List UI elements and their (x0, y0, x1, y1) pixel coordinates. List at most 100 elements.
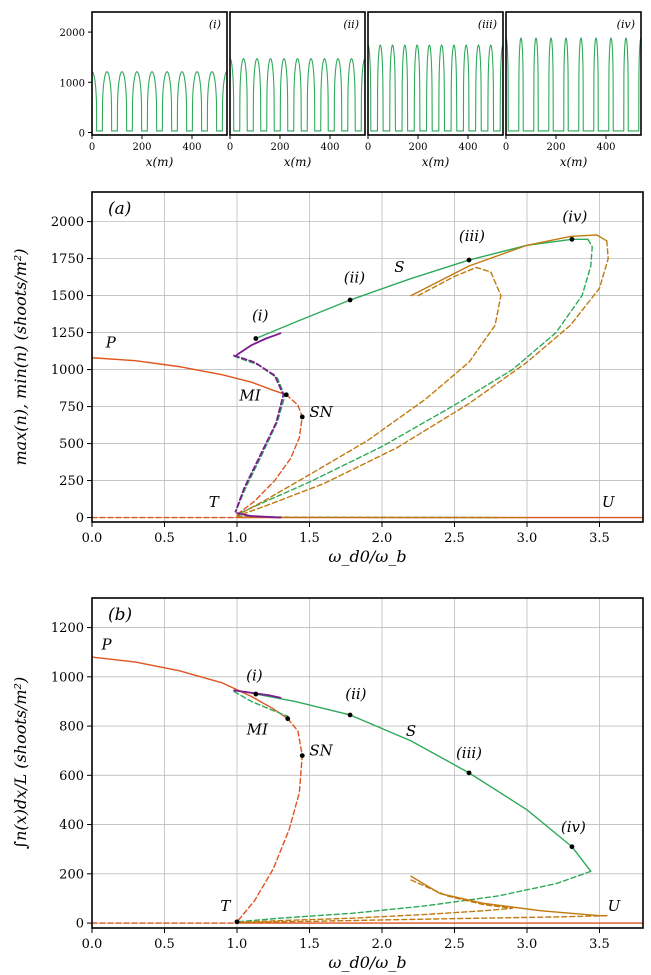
series-MI-solid-10 (233, 689, 282, 699)
x-axis-label: x(m) (422, 155, 450, 169)
x-tick-label: 3.0 (517, 531, 538, 546)
curve-label: P (100, 636, 112, 654)
marker-point-2 (466, 770, 472, 776)
x-tick-label: 0 (503, 142, 509, 153)
panel-tag: (a) (108, 199, 131, 219)
x-tick-label: 0 (227, 142, 233, 153)
x-tick-label: 400 (458, 142, 477, 153)
panel-tag: (iii) (478, 18, 497, 31)
panel-tag: (i) (209, 18, 221, 31)
x-axis-label: x(m) (560, 155, 588, 169)
y-tick-label: 1200 (51, 621, 84, 636)
x-tick-label: 3.5 (589, 531, 610, 546)
x-tick-label: 0.0 (82, 531, 103, 546)
profile-panel-1: (i) 0 200 400 x(m) 0 1000 2000 (60, 11, 228, 169)
y-tick-label: 500 (59, 437, 84, 452)
series-T-dashed-8 (236, 914, 608, 924)
panel-frame (91, 597, 644, 929)
y-tick-label: 2000 (51, 215, 84, 230)
x-tick-label: 200 (546, 142, 565, 153)
marker-point-3 (569, 236, 575, 242)
series-T-dashed-9 (236, 240, 609, 517)
y-tick-label: 1000 (60, 78, 85, 89)
panel-b: P S T U MI SN (i) (ii) (iii) (iv) (b) 0.0 0.5 1.0 1.5 2… (11, 597, 644, 972)
series-S-dashed-5 (236, 870, 592, 923)
panel-frame (91, 11, 228, 136)
x-tick-label: 1.0 (227, 937, 248, 952)
y-tick-label: 200 (59, 867, 84, 882)
profile-curve (229, 58, 366, 132)
x-tick-label: 2.5 (444, 937, 465, 952)
series-MI-solid-14 (236, 512, 282, 519)
series-T-solid-7 (410, 875, 608, 917)
y-axis-label: max(n), min(n) (shoots/m²) (11, 248, 30, 465)
profile-panel-2: (ii) 0 200 400 x(m) (227, 11, 366, 169)
x-tick-label: 3.5 (589, 937, 610, 952)
panel-frame (367, 11, 504, 136)
curve-label: T (220, 897, 231, 915)
y-tick-label: 600 (59, 769, 84, 784)
marker-point-2 (466, 257, 472, 263)
series-P-dashed-1 (236, 717, 303, 923)
panel-frame (505, 11, 642, 136)
panel-tag: (iv) (617, 18, 635, 31)
x-tick-label: 1.5 (299, 531, 320, 546)
marker-point-0 (253, 336, 259, 341)
marker-point-4 (283, 392, 289, 398)
y-tick-label: 750 (59, 400, 84, 415)
x-tick-label: 200 (270, 142, 289, 153)
profile-curve (367, 44, 504, 132)
curve-label: S (394, 258, 404, 276)
curve-label: S (406, 722, 416, 740)
series-S-dashed-6 (233, 690, 289, 717)
series-P-dashed-1 (236, 394, 303, 516)
x-tick-label: 200 (132, 142, 151, 153)
panel-frame (91, 191, 644, 523)
x-axis-label: ω_d0/ω_b (328, 953, 406, 972)
y-tick-label: 0 (76, 917, 84, 932)
y-tick-label: 1000 (51, 363, 84, 378)
marker-point-4 (285, 716, 291, 722)
curve-label: (iii) (459, 227, 485, 245)
x-tick-label: 2.5 (444, 531, 465, 546)
marker-point-5 (299, 753, 305, 759)
series-S-solid-4 (255, 693, 592, 873)
profile-curve (505, 37, 642, 132)
x-tick-label: 400 (182, 142, 201, 153)
profile-panel-4: (iv) 0 200 400 x(m) (503, 11, 642, 169)
x-tick-label: 1.0 (227, 531, 248, 546)
x-tick-label: 0 (365, 142, 371, 153)
curve-label: MI (238, 387, 261, 405)
x-tick-label: 1.5 (299, 937, 320, 952)
marker-point-5 (299, 414, 305, 420)
curve-label: (iii) (456, 744, 482, 762)
curve-label: P (105, 333, 117, 351)
grid (91, 192, 643, 522)
y-tick-label: 800 (59, 720, 84, 735)
curve-label: U (602, 493, 616, 511)
panel-tag: (b) (108, 605, 132, 625)
series-P-solid-0 (92, 656, 289, 720)
curve-label: U (608, 897, 622, 915)
marker-point-3 (569, 844, 575, 850)
panel-tag: (ii) (343, 18, 359, 31)
marker-point-6 (234, 919, 240, 925)
curve-label: (i) (246, 667, 263, 685)
y-tick-label: 1750 (51, 252, 84, 267)
marker-point-1 (347, 712, 353, 718)
curve-label: MI (246, 721, 269, 739)
y-tick-label: 2000 (60, 28, 85, 39)
y-tick-label: 400 (59, 818, 84, 833)
x-tick-label: 0 (89, 142, 95, 153)
y-axis-label: ∫n(x)dx/L (shoots/m²) (11, 677, 30, 849)
series-group (92, 656, 643, 924)
x-tick-label: 200 (408, 142, 427, 153)
profile-curve (91, 71, 228, 132)
y-tick-label: 0 (79, 128, 85, 139)
series-T-solid-8 (410, 234, 608, 297)
series-MI-dashed-13 (233, 354, 285, 513)
x-tick-label: 400 (320, 142, 339, 153)
series-S-solid-4 (255, 238, 589, 340)
